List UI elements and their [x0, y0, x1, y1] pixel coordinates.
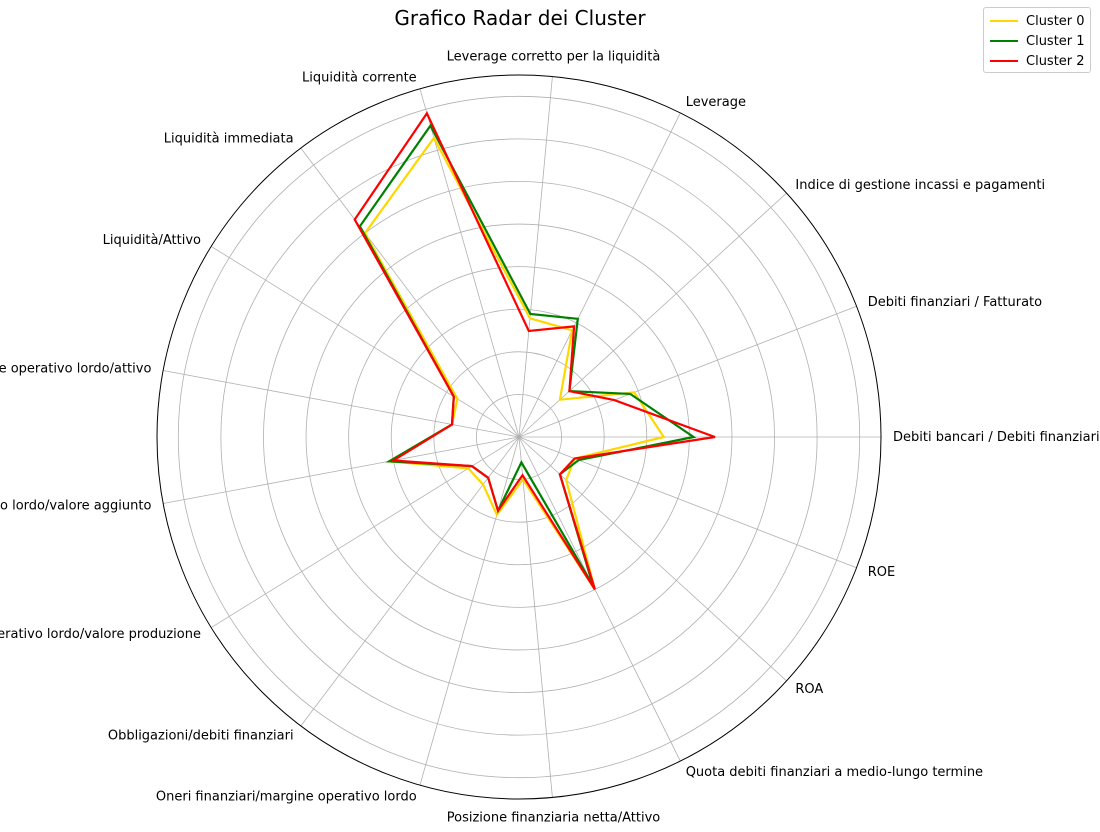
axis-label: Quota debiti finanziari a medio-lungo te… [686, 765, 983, 780]
ring-gridline [263, 181, 775, 693]
label-layer: Debiti bancari / Debiti finanziari Debiti… [0, 50, 1100, 826]
axis-label: Debiti finanziari / Fatturato [868, 295, 1042, 310]
chart-title: Grafico Radar dei Cluster [394, 6, 646, 30]
spoke-gridline [211, 246, 520, 438]
spoke-gridline [300, 436, 520, 727]
spoke-gridline [419, 436, 520, 786]
axis-label: Debiti bancari / Debiti finanziari [893, 430, 1100, 445]
axis-label: Posizione finanziaria netta/Attivo [447, 810, 661, 825]
legend-item-cluster-0: Cluster 0 [990, 12, 1085, 30]
grid-layer [156, 74, 882, 800]
legend-line-icon [990, 60, 1018, 62]
spoke-gridline [518, 436, 787, 682]
axis-label: Obbligazioni/debiti finanziari [108, 729, 294, 744]
spoke-gridline [163, 436, 520, 504]
axis-label: Margine operativo lordo/valore produzion… [0, 627, 201, 642]
spoke-gridline [518, 436, 681, 762]
legend-label: Cluster 1 [1026, 33, 1085, 49]
legend-item-cluster-2: Cluster 2 [990, 52, 1085, 70]
legend-line-icon [990, 20, 1018, 22]
ring-gridline [220, 138, 818, 736]
ring-gridline [177, 95, 861, 779]
axis-label: ROA [795, 682, 823, 697]
ring-gridline [433, 351, 605, 523]
legend-line-icon [990, 40, 1018, 42]
axis-label: Liquidità corrente [302, 70, 417, 85]
spoke-gridline [300, 147, 520, 438]
spoke-gridline [419, 88, 520, 438]
ring-gridline [305, 223, 733, 651]
legend-label: Cluster 0 [1026, 13, 1085, 29]
spoke-gridline [518, 305, 857, 438]
spoke-gridline [163, 370, 520, 438]
axis-label: Oneri finanziari/margine operativo lordo [156, 790, 417, 805]
legend-label: Cluster 2 [1026, 53, 1085, 69]
spoke-gridline [518, 436, 553, 798]
axis-label: Leverage corretto per la liquidità [447, 50, 661, 65]
axis-label: Liquidità/Attivo [103, 233, 201, 248]
axis-label: Margine operativo lordo/valore aggiunto [0, 499, 151, 514]
polar-frame [156, 74, 882, 800]
axis-label: Leverage [686, 95, 746, 110]
spoke-gridline [518, 112, 681, 438]
axis-label: Margine operativo lordo/attivo [0, 361, 151, 376]
axis-label: Liquidità immediata [164, 132, 294, 147]
spoke-gridline [518, 192, 787, 438]
axis-label: Indice di gestione incassi e pagamenti [795, 178, 1045, 193]
legend: Cluster 0 Cluster 1 Cluster 2 [983, 7, 1091, 73]
spoke-gridline [518, 76, 553, 438]
axis-label: ROE [868, 565, 895, 580]
series-line-cluster-2 [353, 111, 716, 591]
legend-item-cluster-1: Cluster 1 [990, 32, 1085, 50]
series-layer [353, 111, 716, 591]
